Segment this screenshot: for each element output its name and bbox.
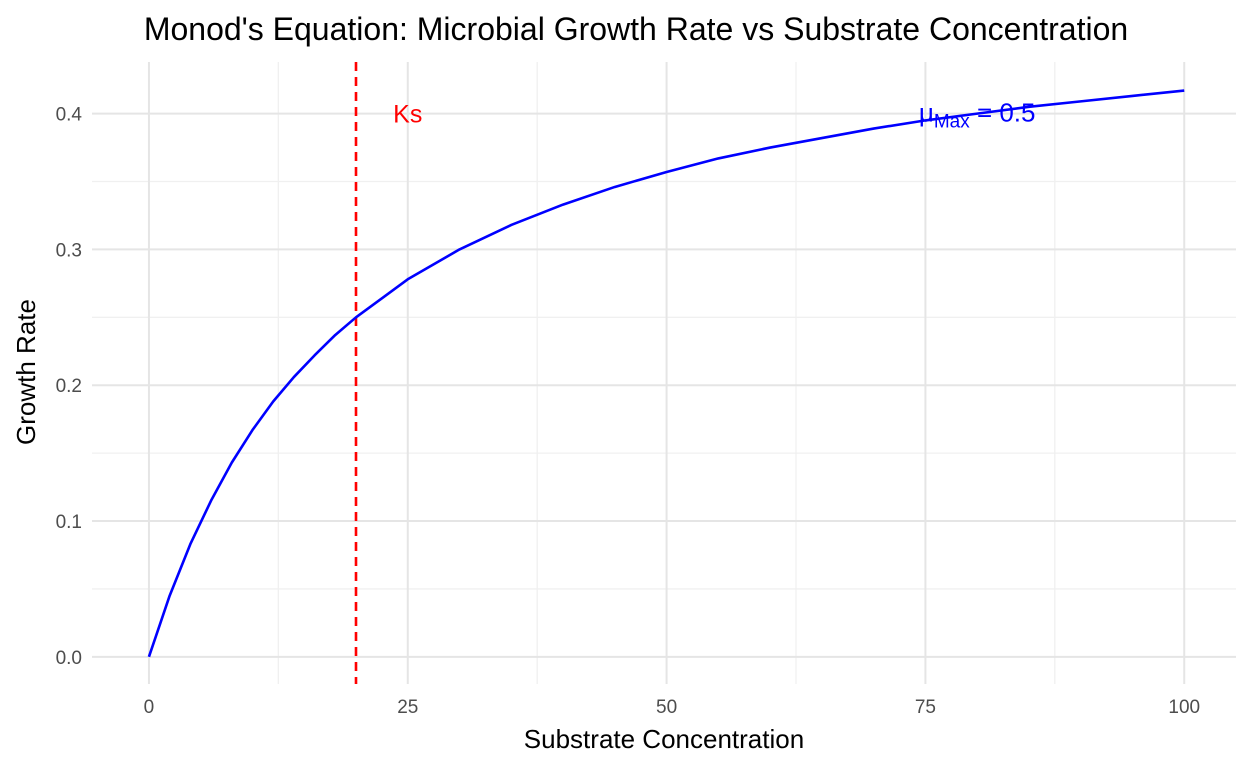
x-tick-label: 100 — [1168, 697, 1200, 718]
y-tick-label: 0.3 — [56, 240, 82, 261]
series-layer — [147, 89, 1185, 658]
x-tick-label: 50 — [656, 697, 677, 718]
x-tick-label: 25 — [397, 697, 418, 718]
x-tick-label: 75 — [915, 697, 936, 718]
y-axis-title: Growth Rate — [11, 299, 41, 445]
growth-rate-line — [147, 89, 1185, 658]
y-tick-label: 0.0 — [56, 648, 82, 669]
grid — [92, 62, 1236, 684]
y-tick-label: 0.2 — [56, 376, 82, 397]
tick-labels: 0 25 50 75 100 0.0 0.1 0.2 0.3 0.4 — [56, 105, 1201, 718]
x-axis-title: Substrate Concentration — [524, 724, 804, 754]
ks-annotation: Ks — [393, 101, 422, 129]
x-tick-label: 0 — [144, 697, 155, 718]
chart-title: Monod's Equation: Microbial Growth Rate … — [144, 11, 1128, 47]
annotations: Ks μMax = 0.5 — [393, 98, 1035, 133]
y-tick-label: 0.1 — [56, 512, 82, 533]
y-tick-label: 0.4 — [56, 105, 83, 126]
mu-max-annotation: μMax = 0.5 — [919, 98, 1036, 133]
